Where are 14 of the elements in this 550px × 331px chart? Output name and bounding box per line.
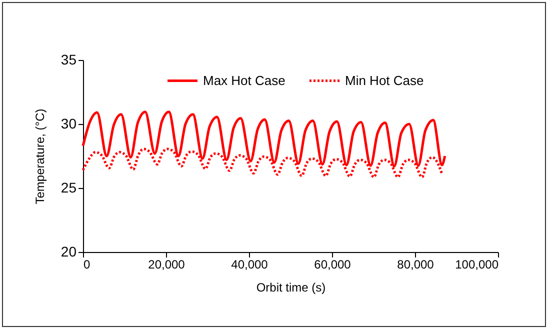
x-tick-label: 60,000 (314, 258, 352, 272)
legend-label: Max Hot Case (203, 72, 286, 88)
x-tick-label: 0 (84, 258, 90, 272)
y-tick-label: 25 (60, 180, 77, 196)
x-tick-label: 40,000 (231, 258, 268, 272)
legend-label: Min Hot Case (345, 72, 424, 88)
y-axis-title: Temperature, (°C) (32, 108, 47, 204)
y-tick-label: 20 (60, 244, 77, 260)
y-tick-label: 35 (60, 52, 77, 68)
x-tick-label: 100,000 (455, 258, 499, 272)
x-tick-label: 20,000 (148, 258, 186, 272)
x-axis-title: Orbit time (s) (256, 280, 326, 294)
x-tick-label: 80,000 (397, 258, 434, 272)
y-tick-label: 30 (60, 116, 77, 132)
